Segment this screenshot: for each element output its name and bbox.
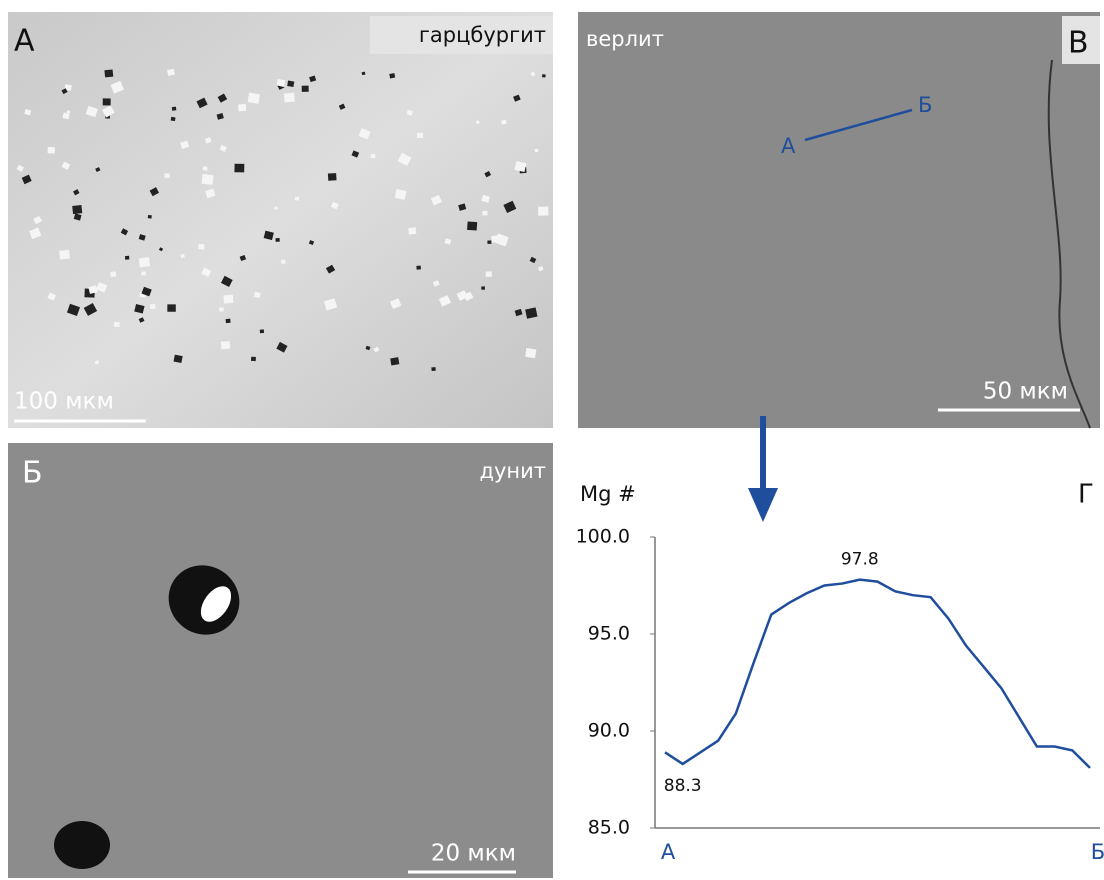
inclusion [275,238,279,242]
inclusion [103,98,111,105]
inclusion [295,196,300,200]
scale-label: 20 мкм [431,841,516,867]
inclusion [251,357,256,361]
panel-label: гарцбургит [419,23,546,47]
inclusion [328,173,337,181]
inclusion [150,304,156,309]
inclusion [302,86,309,92]
inclusion [164,173,169,177]
y-tick-label: 95.0 [588,623,630,645]
inclusion [226,319,231,323]
inclusion [48,147,55,153]
inclusion [501,120,506,125]
inclusion [248,93,260,104]
inclusion [54,821,110,869]
x-tick-label: А [661,840,676,864]
data-label: 97.8 [841,550,879,570]
inclusion [172,107,177,111]
sem-image [578,12,1100,428]
inclusion [238,104,246,111]
inclusion [491,235,499,242]
inclusion [223,295,233,304]
inclusion [203,166,208,170]
inclusion [417,133,423,139]
panel-letter: Б [22,456,43,491]
inclusion [59,250,70,260]
scale-label: 100 мкм [14,389,114,415]
inclusion [416,266,420,270]
profile-end: Б [918,93,932,117]
inclusion [72,205,82,214]
arrow-head [748,488,778,522]
inclusion [538,207,548,216]
inclusion [221,341,230,349]
inclusion [371,154,376,158]
inclusion [234,164,244,173]
inclusion [198,244,204,250]
inclusion [110,271,116,277]
inclusion [181,254,185,258]
panel-letter: Г [1078,480,1094,510]
panel-letter: А [14,24,35,59]
inclusion [139,257,150,267]
sem-image [8,12,553,428]
inclusion [284,93,295,103]
inclusion [481,286,485,289]
chart: Mg # Г 85.0 90.0 95.0 100.0 А Б 88.3 97.8 [576,480,1104,865]
inclusion [219,307,224,311]
figure: А гарцбургит 100 мкм В верлит А Б 50 мкм… [0,0,1104,880]
inclusion [431,367,435,371]
x-tick-label: Б [1091,840,1104,864]
data-label: 88.3 [664,776,702,796]
inclusion [390,357,399,365]
inclusion [141,272,146,276]
inclusion [281,260,285,264]
y-axis-label: Mg # [580,482,636,506]
inclusion [174,355,183,363]
inclusion [487,240,491,243]
inclusion [525,348,536,358]
inclusion [467,222,477,231]
inclusion [260,329,264,333]
inclusion [114,322,120,327]
scale-label: 50 мкм [983,379,1068,405]
y-tick-label: 85.0 [588,817,630,839]
inclusion [389,73,395,78]
inclusion [482,211,488,216]
inclusion [287,81,294,87]
inclusion [202,174,214,185]
sem-image [8,443,553,878]
inclusion [167,69,175,76]
inclusion [125,256,129,260]
panel-label: дунит [479,459,546,483]
data-line [665,580,1090,768]
panel-label: верлит [586,27,664,51]
panel-letter: В [1068,26,1089,61]
profile-start: А [781,134,796,158]
inclusion [167,304,175,311]
inclusion [542,74,546,77]
inclusion [148,215,152,219]
inclusion [104,69,113,77]
y-tick-label: 100.0 [576,526,630,548]
y-tick-label: 90.0 [588,720,630,742]
inclusion [408,227,416,234]
inclusion [486,271,492,277]
inclusion [171,117,176,121]
